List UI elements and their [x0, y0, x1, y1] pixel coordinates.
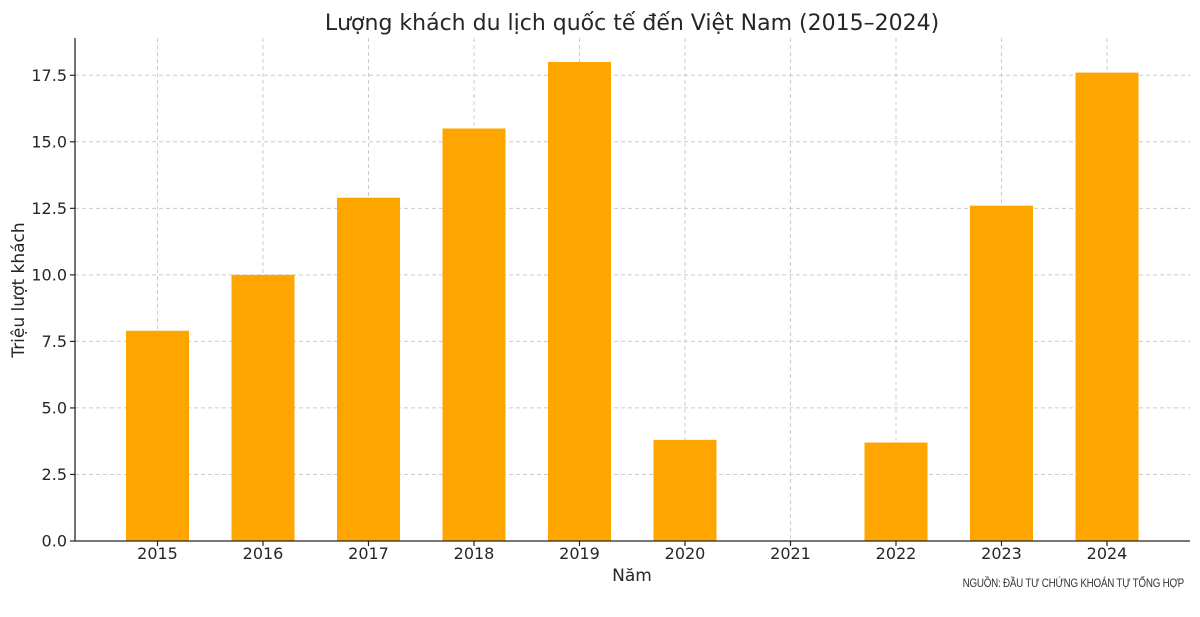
y-axis-label: Triệu lượt khách: [9, 222, 29, 358]
x-tick-label: 2017: [348, 544, 389, 563]
x-tick-label: 2019: [559, 544, 600, 563]
bar-2017: [337, 197, 400, 541]
bar-2020: [653, 439, 717, 541]
x-axis-label: Năm: [612, 566, 652, 586]
x-tick-label: 2018: [454, 544, 495, 563]
chart-title: Lượng khách du lịch quốc tế đến Việt Nam…: [325, 11, 939, 36]
y-tick-label: 5.0: [42, 398, 67, 417]
bar-2019: [548, 61, 611, 541]
bar-2023: [970, 205, 1033, 541]
y-tick-label: 10.0: [31, 265, 67, 284]
axes: [74, 38, 1190, 542]
x-tick-label: 2021: [770, 544, 811, 563]
y-tick-label: 15.0: [31, 132, 67, 151]
bar-2018: [442, 128, 506, 542]
y-tick-label: 2.5: [42, 465, 67, 484]
x-tick-label: 2016: [243, 544, 284, 563]
x-tick-label: 2024: [1087, 544, 1128, 563]
x-tick-label: 2015: [137, 544, 178, 563]
bar-2015: [126, 330, 189, 541]
bar-2024: [1075, 72, 1139, 541]
y-tick-label: 7.5: [42, 332, 67, 351]
x-tick-label: 2022: [876, 544, 917, 563]
bar-2022: [864, 442, 928, 541]
source-note: NGUỒN: ĐẦU TƯ CHỨNG KHOÁN TỰ TỔNG HỢP: [962, 576, 1185, 590]
y-axis-ticks: 0.0 2.5 5.0 7.5 10.0 12.5 15.0 17.5: [31, 66, 75, 551]
x-axis-ticks: 2015 2016 2017 2018 2019 2020 2021 2022 2023 2024: [137, 541, 1127, 563]
y-tick-label: 12.5: [31, 199, 67, 218]
x-tick-label: 2023: [981, 544, 1022, 563]
bar-2016: [231, 274, 295, 541]
x-tick-label: 2020: [665, 544, 706, 563]
bars: [126, 61, 1139, 542]
y-tick-label: 17.5: [31, 66, 67, 85]
y-tick-label: 0.0: [42, 532, 67, 551]
